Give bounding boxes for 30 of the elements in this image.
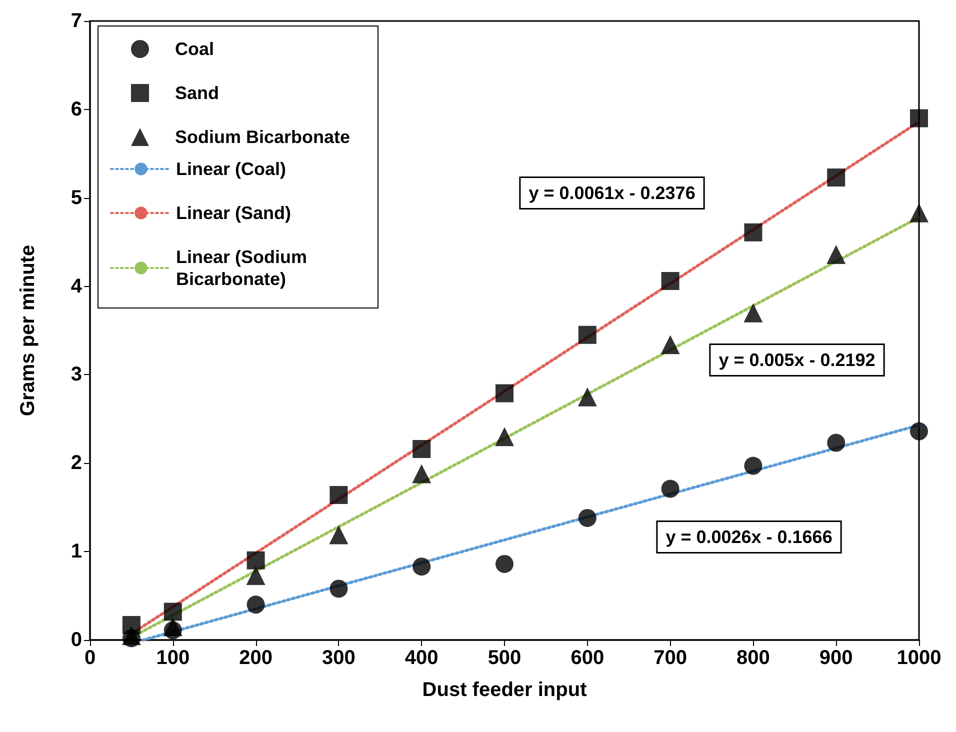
y-tick-label: 7: [70, 10, 82, 32]
annotation: y = 0.005x - 0.2192: [718, 350, 876, 370]
legend-label: Sand: [175, 83, 220, 103]
y-tick-label: 1: [70, 540, 82, 563]
x-tick-label: 900: [819, 647, 853, 669]
x-tick-label: 100: [156, 647, 190, 669]
x-tick-label: 1000: [896, 647, 942, 669]
y-tick-label: 0: [70, 629, 82, 651]
annotation: y = 0.0026x - 0.1666: [666, 527, 832, 547]
y-tick-label: 2: [70, 452, 82, 474]
x-tick-label: 200: [239, 647, 272, 669]
legend-label: Sodium Bicarbonate: [175, 127, 350, 147]
x-tick-label: 800: [736, 647, 770, 669]
y-tick-label: 5: [70, 186, 82, 209]
legend-label: Linear (Sodium Bicarbonate): [176, 247, 312, 289]
x-tick-label: 600: [570, 647, 604, 669]
legend-label: Linear (Coal): [176, 159, 286, 179]
y-tick-label: 4: [70, 275, 83, 298]
x-tick-label: 500: [488, 647, 522, 669]
x-tick-label: 700: [654, 647, 687, 669]
x-axis-title: Dust feeder input: [422, 679, 588, 701]
x-tick-label: 300: [322, 647, 356, 669]
x-tick-label: 0: [84, 647, 96, 669]
y-tick-label: 3: [70, 364, 82, 386]
annotation: y = 0.0061x - 0.2376: [528, 183, 696, 203]
legend-label: Coal: [175, 39, 214, 59]
x-tick-label: 400: [404, 647, 438, 669]
y-tick-label: 6: [70, 98, 82, 120]
legend-label: Linear (Sand): [176, 203, 292, 223]
y-axis-title: Grams per minute: [17, 244, 39, 416]
